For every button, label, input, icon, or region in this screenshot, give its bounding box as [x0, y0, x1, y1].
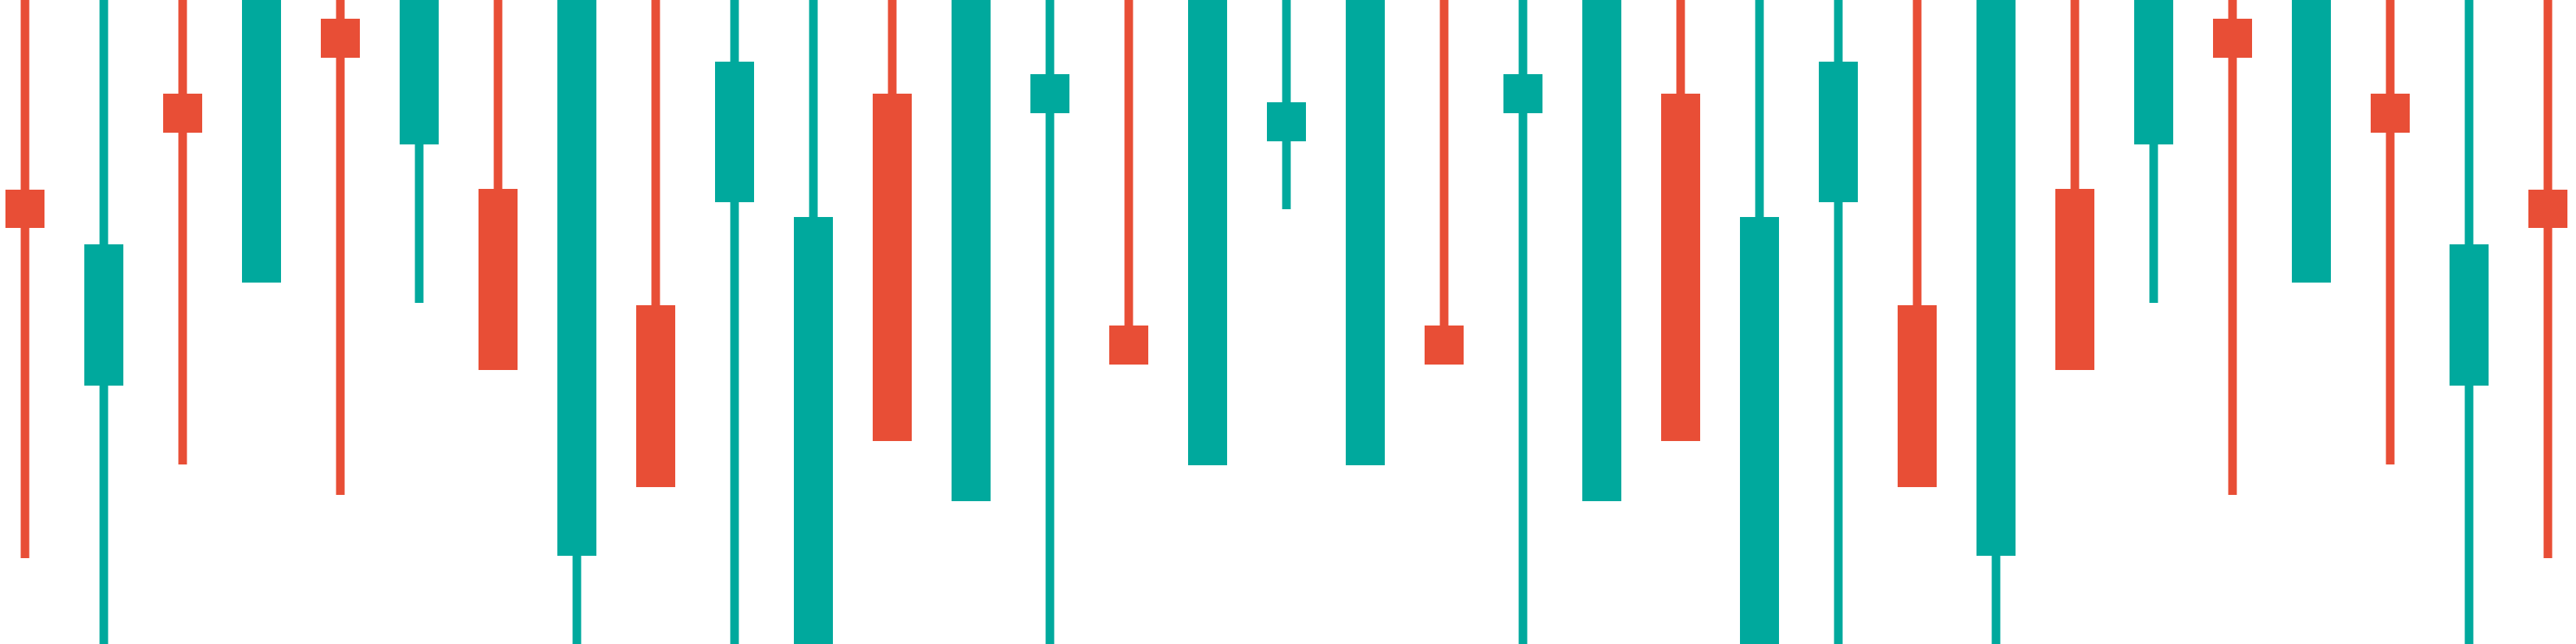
- candle-14: [1030, 0, 1069, 644]
- candle-body: [84, 244, 123, 386]
- candle-body: [873, 94, 912, 441]
- candle-body: [1267, 102, 1306, 141]
- candle-16: [1188, 0, 1227, 465]
- candle-wick: [2149, 0, 2158, 303]
- candle-body: [2134, 0, 2173, 144]
- candle-18: [1346, 0, 1385, 465]
- candle-4: [242, 0, 281, 283]
- candle-wick: [1439, 0, 1449, 326]
- candle-body: [1503, 74, 1542, 113]
- candle-wick: [415, 0, 424, 303]
- candle-body: [1976, 0, 2016, 556]
- candle-wick: [1045, 0, 1055, 644]
- candle-body: [2450, 244, 2489, 386]
- candle-33: [2528, 0, 2567, 558]
- candle-12: [873, 0, 912, 441]
- candle-body: [479, 189, 518, 370]
- candle-body: [952, 0, 991, 501]
- candle-wick: [651, 0, 660, 487]
- candle-wick: [2386, 0, 2395, 464]
- candle-wick: [20, 0, 30, 558]
- candle-wick: [178, 0, 187, 464]
- candle-body: [2213, 19, 2252, 58]
- candle-31: [2371, 0, 2410, 464]
- candle-body: [1188, 0, 1227, 465]
- candle-body: [2292, 0, 2331, 283]
- candle-body: [1346, 0, 1385, 465]
- candle-32: [2450, 0, 2489, 644]
- candle-wick: [730, 0, 739, 644]
- candle-wick: [1676, 0, 1685, 94]
- candle-9: [636, 0, 675, 487]
- candle-21: [1582, 0, 1621, 501]
- candle-wick: [2228, 0, 2237, 495]
- candle-25: [1898, 0, 1937, 487]
- candle-body: [2371, 94, 2410, 133]
- candle-wick: [493, 0, 503, 370]
- candle-22: [1661, 0, 1700, 441]
- candle-wick: [2070, 0, 2080, 370]
- candle-2: [84, 0, 123, 644]
- candle-1: [5, 0, 44, 558]
- candle-5: [321, 0, 360, 495]
- candle-29: [2213, 0, 2252, 495]
- candle-body: [636, 305, 675, 487]
- candle-body: [163, 94, 202, 133]
- candle-6: [400, 0, 439, 303]
- candle-26: [1976, 0, 2016, 644]
- candle-19: [1425, 0, 1464, 365]
- candle-13: [952, 0, 991, 501]
- candle-wick: [1912, 0, 1922, 487]
- candle-wick: [888, 0, 897, 94]
- candle-body: [715, 62, 754, 202]
- candle-body: [1898, 305, 1937, 487]
- candle-30: [2292, 0, 2331, 283]
- candle-23: [1740, 0, 1779, 644]
- candle-7: [479, 0, 518, 370]
- candle-body: [400, 0, 439, 144]
- candle-body: [1030, 74, 1069, 113]
- candle-28: [2134, 0, 2173, 303]
- candle-body: [2528, 190, 2567, 228]
- candle-10: [715, 0, 754, 644]
- candle-body: [321, 19, 360, 58]
- candle-wick: [1834, 0, 1843, 644]
- candle-body: [1425, 326, 1464, 365]
- candle-wick: [336, 0, 345, 495]
- candle-body: [1109, 326, 1148, 365]
- candle-24: [1819, 0, 1858, 644]
- candle-3: [163, 0, 202, 464]
- candle-20: [1503, 0, 1542, 644]
- candle-15: [1109, 0, 1148, 365]
- candle-body: [1582, 0, 1621, 501]
- candle-8: [557, 0, 596, 644]
- candle-body: [242, 0, 281, 283]
- candle-body: [1740, 217, 1779, 644]
- candle-body: [1819, 62, 1858, 202]
- candle-wick: [1518, 0, 1528, 644]
- candle-body: [1661, 94, 1700, 441]
- candle-17: [1267, 0, 1306, 209]
- candle-body: [557, 0, 596, 556]
- candle-body: [5, 190, 44, 228]
- candle-body: [794, 217, 833, 644]
- candle-body: [2055, 189, 2094, 370]
- candle-wick: [2543, 0, 2553, 558]
- candle-11: [794, 0, 833, 644]
- candle-27: [2055, 0, 2094, 370]
- candle-wick: [1124, 0, 1133, 326]
